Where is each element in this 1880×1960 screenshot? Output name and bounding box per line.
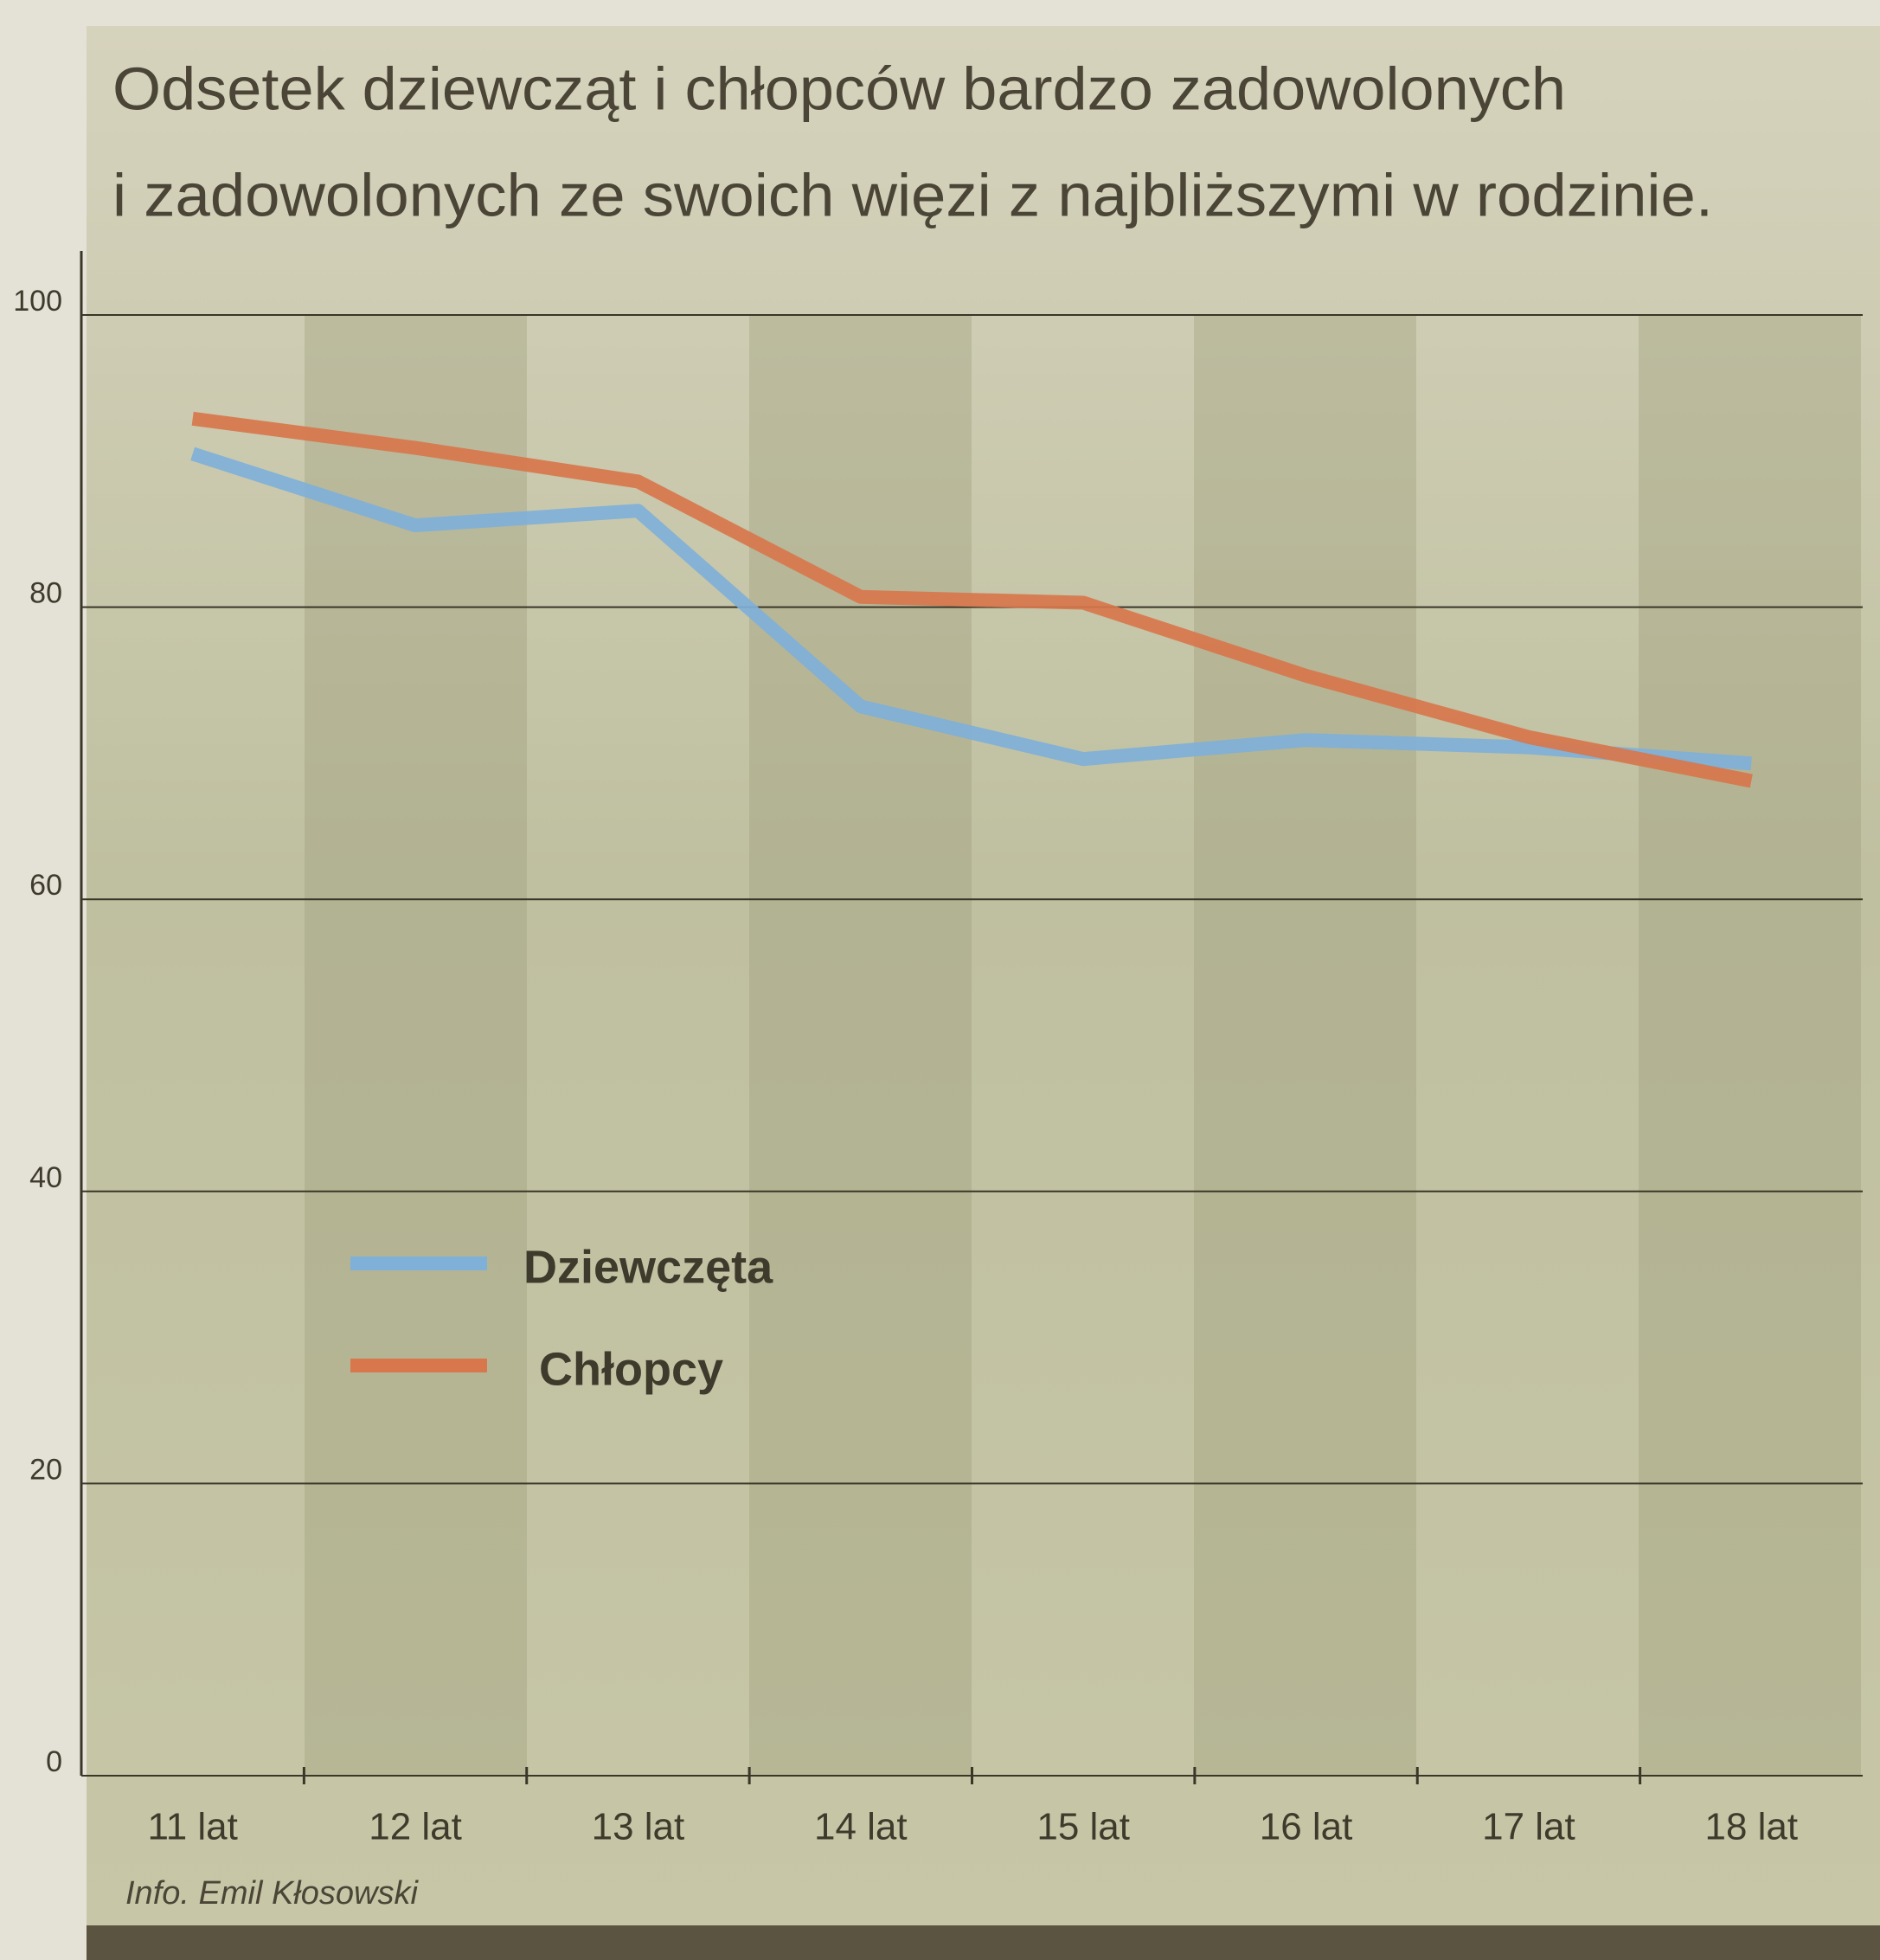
- y-tick-label: 80: [29, 577, 62, 610]
- x-tick-label: 13 lat: [592, 1806, 685, 1848]
- legend-label: Dziewczęta: [523, 1241, 773, 1293]
- legend-label: Chłopcy: [539, 1343, 723, 1395]
- x-tick-label: 16 lat: [1260, 1806, 1353, 1848]
- x-tick-label: 14 lat: [814, 1806, 908, 1848]
- x-tick-label: 12 lat: [369, 1806, 462, 1848]
- source-note: Info. Emil Kłosowski: [125, 1875, 419, 1912]
- x-tick-label: 15 lat: [1036, 1806, 1130, 1848]
- x-tick-label: 18 lat: [1704, 1806, 1798, 1848]
- y-tick-label: 60: [29, 869, 62, 902]
- x-tick-label: 11 lat: [148, 1806, 238, 1848]
- bottom-band: [87, 1925, 1880, 1960]
- x-tick-label: 17 lat: [1482, 1806, 1575, 1848]
- chart-title: i zadowolonych ze swoich więzi z najbliż…: [112, 161, 1713, 228]
- chart: Odsetek dziewcząt i chłopców bardzo zado…: [0, 0, 1880, 1960]
- y-tick-label: 0: [46, 1745, 62, 1778]
- page: Odsetek dziewcząt i chłopców bardzo zado…: [0, 0, 1880, 1960]
- y-tick-label: 100: [13, 285, 62, 318]
- y-tick-label: 40: [29, 1161, 62, 1194]
- y-tick-label: 20: [29, 1453, 62, 1486]
- chart-title: Odsetek dziewcząt i chłopców bardzo zado…: [112, 55, 1566, 122]
